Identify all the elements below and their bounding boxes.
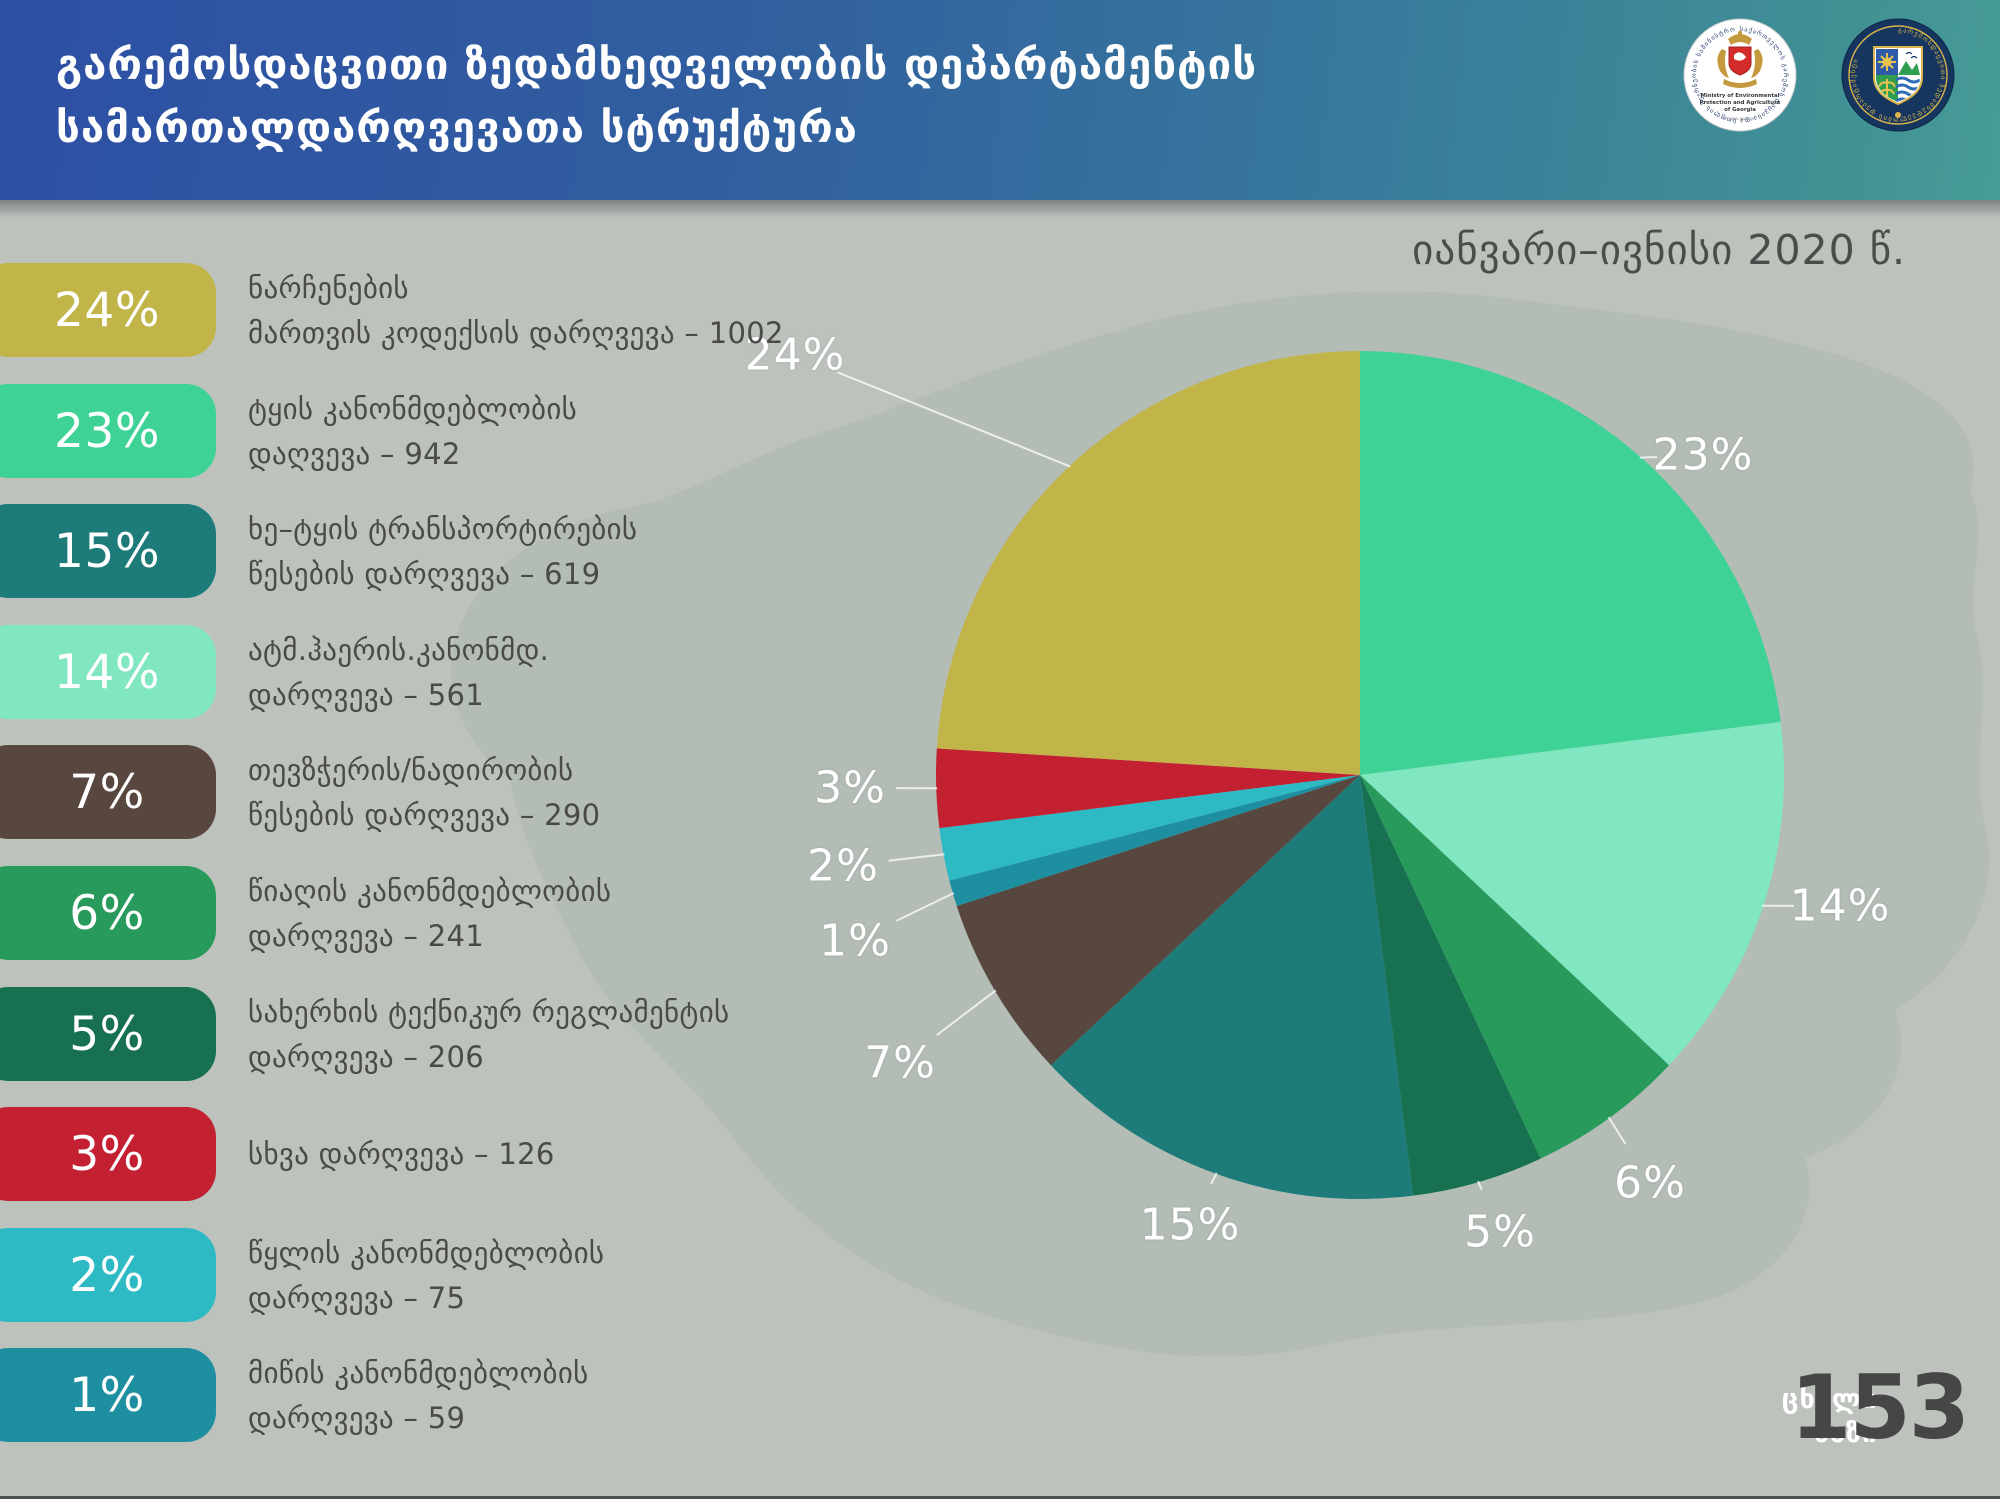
page-title-line1: გარემოსდაცვითი ზედამხედველობის დეპარტამე… — [56, 40, 1258, 89]
pie-slice-label: 2% — [807, 840, 879, 892]
legend-pct: 5% — [69, 1006, 145, 1062]
pie-slice — [1360, 721, 1784, 1066]
legend-swatch: 1% — [0, 1348, 216, 1442]
svg-text:of Georgia: of Georgia — [1724, 107, 1756, 113]
legend-label: მიწის კანონმდებლობის დარღვევა – 59 — [248, 1356, 589, 1435]
pie-slice-label: 3% — [814, 762, 886, 814]
pie-slice — [936, 748, 1360, 829]
legend-swatch: 6% — [0, 866, 216, 960]
legend-pct: 2% — [69, 1247, 145, 1303]
legend-swatch: 2% — [0, 1228, 216, 1322]
pie-label-leader-line — [936, 989, 997, 1037]
legend-label: ნარჩენების მართვის კოდექსის დარღვევა – 10… — [248, 271, 784, 350]
legend-label: ტყის კანონმდებლობის დაღვევა – 942 — [248, 392, 578, 471]
legend-swatch: 23% — [0, 384, 216, 478]
legend-label: ატმ.ჰაერის.კანონმდ. დარღვევა – 561 — [248, 633, 550, 712]
pie-slice — [1360, 351, 1781, 775]
legend-swatch: 14% — [0, 625, 216, 719]
header: გარემოსდაცვითი ზედამხედველობის დეპარტამე… — [0, 0, 2000, 200]
pie-label-leader-line — [1210, 1172, 1218, 1185]
pie-label-leader-line — [837, 371, 1071, 468]
svg-text:Ministry of Environmental: Ministry of Environmental — [1701, 93, 1780, 99]
legend-swatch: 5% — [0, 987, 216, 1081]
legend-swatch: 24% — [0, 263, 216, 357]
header-logos: საქართველოს გარემოს დაცვისა და სოფლის მე… — [1682, 17, 1956, 133]
legend-swatch: 7% — [0, 745, 216, 839]
legend-pct: 6% — [69, 885, 145, 941]
legend-pct: 3% — [69, 1126, 145, 1182]
pie-slice — [939, 775, 1360, 881]
department-logo-icon: გარემოსდაცვითი ზედამხედველობის დეპარტამე… — [1841, 18, 1955, 132]
legend-pct: 1% — [69, 1367, 145, 1423]
pie-slice — [1360, 775, 1670, 1159]
svg-text:Protection and Agriculture: Protection and Agriculture — [1700, 100, 1781, 106]
pie-slice — [956, 775, 1360, 1066]
pie-label-leader-line — [888, 853, 945, 862]
legend-label: ხე–ტყის ტრანსპორტირების წესების დარღვევა … — [248, 512, 638, 591]
legend-pct: 15% — [54, 523, 160, 579]
page-title: გარემოსდაცვითი ზედამხედველობის დეპარტამე… — [56, 33, 1456, 159]
pie-slice-label: 15% — [1139, 1199, 1241, 1251]
pie-label-leader-line — [1607, 1116, 1627, 1145]
ministry-logo-icon: საქართველოს გარემოს დაცვისა და სოფლის მე… — [1683, 18, 1797, 132]
legend-swatch: 15% — [0, 504, 216, 598]
pie-slice — [1050, 775, 1414, 1199]
legend-pct: 24% — [54, 282, 160, 338]
period-label: იანვარი–ივნისი 2020 წ. — [1412, 226, 1906, 274]
pie-slice-label: 14% — [1789, 880, 1891, 932]
svg-text:mepa.gov.ge: mepa.gov.ge — [1725, 117, 1755, 122]
legend-pct: 23% — [54, 403, 160, 459]
pie-slice-label: 5% — [1464, 1206, 1536, 1258]
pie-label-leader-line — [895, 892, 955, 922]
pie-slice-label: 1% — [819, 915, 891, 967]
legend-label: სხვა დარღვევა – 126 — [248, 1137, 555, 1171]
page-title-line2: სამართალდარღვევათა სტრუქტურა — [56, 103, 858, 152]
pie-slice-label: 6% — [1614, 1157, 1686, 1209]
pie-slice-label: 24% — [744, 329, 846, 381]
legend-label: თევზჭერის/ნადირობის წესების დარღვევა – 29… — [248, 753, 601, 832]
pie-slice-label: 23% — [1652, 429, 1754, 481]
legend-label: წყლის კანონმდებლობის დარღვევა – 75 — [248, 1236, 605, 1315]
pie-label-leader-line — [1639, 455, 1658, 459]
pie-slice — [936, 351, 1360, 775]
legend-label: წიაღის კანონმდებლობის დარღვევა – 241 — [248, 874, 612, 953]
legend-pct: 7% — [69, 764, 145, 820]
legend-pct: 14% — [54, 644, 160, 700]
pie-slice — [1360, 775, 1541, 1196]
bottom-edge-line — [0, 1496, 2000, 1499]
pie-label-leader-line — [1477, 1180, 1483, 1191]
pie-slice — [949, 775, 1360, 907]
legend-swatch: 3% — [0, 1107, 216, 1201]
hotline-number: 153 — [1790, 1356, 1970, 1459]
hotline-label: ცხელი ხაზი — [1781, 1384, 1878, 1449]
legend-label: სახერხის ტექნიკურ რეგლამენტის დარღვევა – … — [248, 995, 730, 1074]
pie-slice-label: 7% — [864, 1037, 936, 1089]
